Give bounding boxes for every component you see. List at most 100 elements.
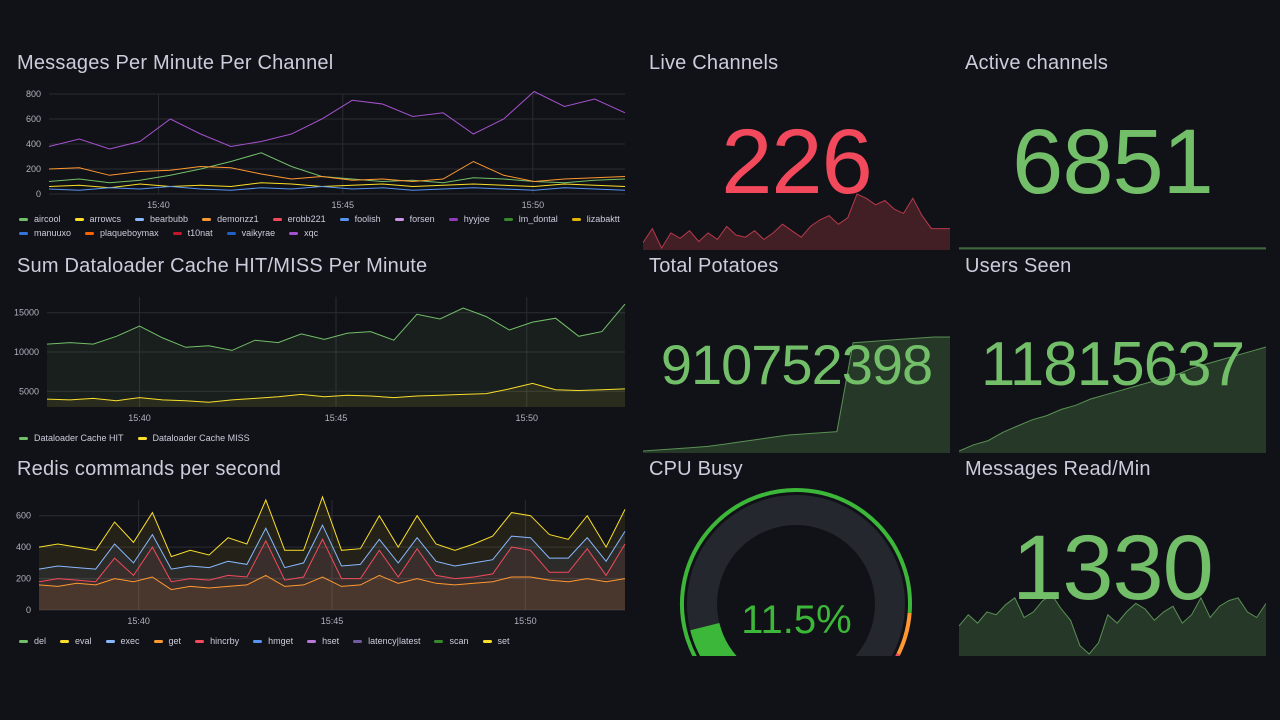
legend-swatch	[448, 217, 458, 221]
legend-swatch	[195, 639, 205, 643]
series-line	[38, 538, 626, 583]
legend-swatch	[307, 639, 317, 643]
legend-item[interactable]: eval	[60, 636, 92, 646]
legend-item[interactable]: lizabaktt	[571, 214, 620, 224]
legend-item[interactable]: xqc	[289, 228, 318, 238]
legend-item[interactable]: bearbubb	[135, 214, 188, 224]
legend-item[interactable]: t10nat	[172, 228, 213, 238]
panel-active-channels[interactable]: Active channels 6851	[959, 52, 1266, 250]
y-tick-label: 600	[26, 114, 41, 124]
panel-redis-commands[interactable]: Redis commands per second 600 400 200 0 15:4…	[11, 458, 631, 654]
legend-swatch	[105, 639, 115, 643]
legend-label: t10nat	[187, 228, 213, 238]
legend-item[interactable]: Dataloader Cache MISS	[137, 433, 250, 443]
legend-label: hmget	[268, 636, 294, 646]
sparkline	[959, 594, 1266, 656]
legend-label: Dataloader Cache MISS	[152, 433, 250, 443]
messages-chart[interactable]: 800 600 400 200 0 15:40 15:45 15:50	[11, 89, 631, 214]
legend-label: eval	[75, 636, 92, 646]
legend-item[interactable]: manuuxo	[19, 228, 71, 238]
panel-title: CPU Busy	[649, 458, 743, 480]
legend-label: hset	[322, 636, 340, 646]
series-area	[39, 525, 625, 610]
legend-item[interactable]: hincrby	[195, 636, 239, 646]
legend-swatch	[19, 436, 28, 440]
legend-item[interactable]: latency|latest	[353, 636, 420, 646]
y-tick-label: 0	[36, 189, 41, 199]
gauge-threshold-green	[680, 488, 912, 656]
legend-swatch	[482, 639, 492, 643]
legend-label: set	[497, 636, 510, 646]
panel-live-channels[interactable]: Live Channels 226	[643, 52, 950, 250]
x-tick-label: 15:40	[127, 616, 150, 626]
legend-swatch	[571, 217, 581, 221]
panel-title: Sum Dataloader Cache HIT/MISS Per Minute	[17, 255, 428, 277]
panel-messages-per-minute[interactable]: Messages Per Minute Per Channel 800 600 40…	[11, 52, 631, 248]
x-tick-label: 15:45	[331, 200, 354, 210]
legend-item[interactable]: aircool	[19, 214, 61, 224]
legend-item[interactable]: foolish	[339, 214, 381, 224]
legend-swatch	[137, 436, 147, 440]
panel-messages-read[interactable]: Messages Read/Min 1330	[959, 458, 1266, 656]
legend-item[interactable]: hset	[307, 636, 339, 646]
legend-item[interactable]: forsen	[394, 214, 435, 224]
legend-item[interactable]: demonzz1	[202, 214, 259, 224]
stat-value: 226	[721, 111, 873, 213]
legend-item[interactable]: lm_dontal	[503, 214, 558, 224]
legend-item[interactable]: scan	[434, 636, 469, 646]
x-tick-label: 15:40	[147, 200, 170, 210]
sparkline	[959, 247, 1266, 250]
gauge-value: 11.5%	[741, 598, 852, 642]
legend-item[interactable]: del	[19, 636, 46, 646]
legend-item[interactable]: get	[153, 636, 182, 646]
gauge-threshold-orange	[896, 612, 912, 656]
panel-cpu-busy[interactable]: CPU Busy 11.5%	[643, 458, 950, 656]
series-line	[48, 185, 626, 191]
panel-title: Live Channels	[649, 52, 779, 74]
gauge-track	[687, 495, 905, 656]
legend-label: arrowcs	[89, 214, 122, 224]
legend-swatch	[353, 639, 363, 643]
sparkline-line	[643, 336, 950, 452]
legend-item[interactable]: exec	[105, 636, 140, 646]
y-tick-label: 0	[26, 605, 31, 615]
series-line	[48, 182, 626, 189]
legend-item[interactable]: arrowcs	[74, 214, 122, 224]
y-tick-label: 800	[26, 89, 41, 99]
legend-item[interactable]: erobb221	[272, 214, 326, 224]
legend-swatch	[74, 217, 84, 221]
dataloader-chart[interactable]: 15000 10000 5000 15:40 15:45 15:50	[11, 293, 631, 427]
legend-item[interactable]: set	[482, 636, 510, 646]
series-line	[48, 90, 626, 150]
legend-swatch	[60, 639, 70, 643]
legend-label: hyyjoe	[463, 214, 490, 224]
legend-item[interactable]: Dataloader Cache HIT	[19, 433, 124, 443]
legend-swatch	[272, 217, 282, 221]
y-tick-label: 200	[16, 574, 31, 584]
redis-chart[interactable]: 600 400 200 0 15:40 15:45 15:50	[11, 495, 631, 630]
legend-item[interactable]: hmget	[253, 636, 293, 646]
panel-dataloader-cache[interactable]: Sum Dataloader Cache HIT/MISS Per Minute…	[11, 255, 631, 451]
panel-title: Active channels	[965, 52, 1109, 74]
panel-title: Redis commands per second	[17, 458, 282, 480]
panel-title: Messages Per Minute Per Channel	[17, 52, 334, 74]
legend-item[interactable]: hyyjoe	[448, 214, 490, 224]
legend-swatch	[503, 217, 513, 221]
panel-users-seen[interactable]: Users Seen 11815637	[959, 255, 1266, 453]
y-tick-label: 200	[26, 164, 41, 174]
stat-value: 1330	[1012, 517, 1214, 619]
x-tick-label: 15:50	[514, 616, 537, 626]
legend-label: scan	[449, 636, 469, 646]
legend-swatch	[226, 231, 236, 235]
legend-item[interactable]: vaikyrae	[226, 228, 275, 238]
series-line	[46, 303, 626, 351]
panel-total-potatoes[interactable]: Total Potatoes 910752398	[643, 255, 950, 453]
sparkline-area	[959, 595, 1266, 656]
series-area	[39, 539, 625, 610]
legend-swatch	[135, 217, 145, 221]
legend-item[interactable]: plaqueboymax	[85, 228, 159, 238]
sparkline	[643, 193, 950, 250]
series-line	[48, 152, 626, 184]
series-area	[39, 575, 625, 610]
legend-label: get	[168, 636, 182, 646]
